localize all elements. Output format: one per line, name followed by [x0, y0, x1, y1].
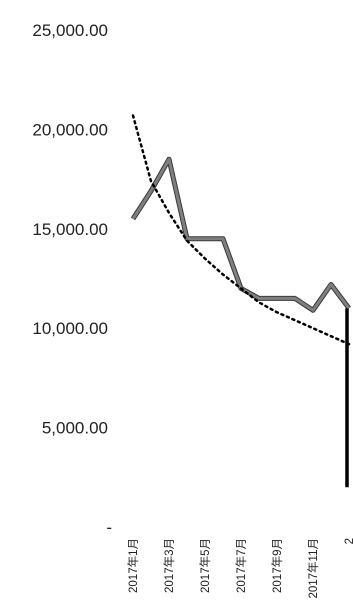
- x-axis-ticks: 2017年1月 2017年3月 2017年5月 2017年7月 2017年9月 2017年…: [126, 538, 353, 599]
- x-tick-label: 2: [344, 538, 353, 544]
- y-tick-label: -: [106, 518, 112, 537]
- y-tick-label: 10,000.00: [32, 319, 108, 338]
- x-tick-label: 2017年7月: [234, 538, 248, 593]
- y-axis-ticks: - 5,000.00 10,000.00 15,000.00 20,000.00 25,0…: [32, 21, 112, 537]
- x-tick-label: 2017年1月: [126, 538, 140, 593]
- x-tick-label: 2017年9月: [270, 538, 284, 593]
- y-tick-label: 5,000.00: [42, 419, 108, 438]
- x-tick-label: 2017年5月: [198, 538, 212, 593]
- trendline: [131, 114, 351, 346]
- y-tick-label: 15,000.00: [32, 220, 108, 239]
- series-layer: [130, 114, 351, 488]
- y-tick-label: 20,000.00: [32, 120, 108, 139]
- x-tick-label: 2017年3月: [162, 538, 176, 593]
- x-tick-label: 2017年11月: [306, 538, 320, 599]
- y-tick-label: 25,000.00: [32, 21, 108, 40]
